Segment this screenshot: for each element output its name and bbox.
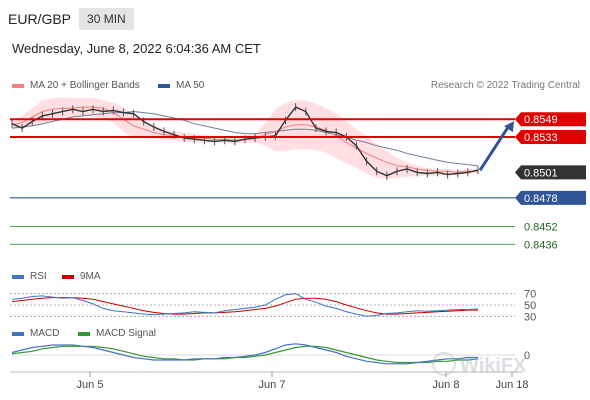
current-price-label: 0.8501 [515, 165, 586, 180]
legend-macd-signal-label: MACD Signal [96, 328, 157, 339]
legend-macd-swatch [12, 331, 24, 336]
projection-arrow [478, 126, 510, 172]
price-tag-shape [515, 165, 586, 180]
price-tag-text: 0.8533 [524, 132, 558, 144]
projection-arrowhead [504, 121, 514, 133]
resistance-label: 0.8533 [515, 129, 586, 144]
legend-rsi-ma-label: 9MA [80, 271, 101, 282]
price-tag-shape [515, 129, 586, 144]
watermark-logo: WikiFX [432, 352, 527, 377]
target-label: 0.8436 [524, 239, 558, 251]
legend-rsi-ma-swatch [62, 274, 74, 279]
rsi-level-label: 70 [524, 289, 536, 301]
research-credit: Research © 2022 Trading Central [430, 80, 580, 91]
header-bar: EUR/GBP 30 MIN [8, 7, 134, 31]
price-tag-shape [515, 112, 586, 127]
legend-ma20-label: MA 20 + Bollinger Bands [30, 80, 140, 91]
symbol-title: EUR/GBP [8, 11, 72, 27]
timeframe-badge[interactable]: 30 MIN [79, 8, 134, 30]
legend-macd-signal: MACD Signal [78, 328, 156, 339]
support-label: 0.8478 [515, 190, 586, 205]
legend-macd-label: MACD [30, 328, 60, 339]
rsi-level-label: 30 [524, 311, 536, 323]
x-tick-label: Jun 5 [77, 379, 104, 391]
price-tag-text: 0.8501 [524, 167, 558, 179]
resistance-label: 0.8549 [515, 112, 586, 127]
chart-date: Wednesday, June 8, 2022 6:04:36 AM CET [12, 41, 261, 56]
legend-rsi-ma: 9MA [62, 271, 101, 282]
legend-rsi: RSI [12, 271, 47, 282]
rsi-level-label: 50 [524, 300, 536, 312]
legend-macd: MACD [12, 328, 59, 339]
legend-rsi-swatch [12, 274, 24, 279]
macd-zero-label: 0 [524, 350, 530, 362]
price-line [11, 106, 479, 177]
legend-ma50-label: MA 50 [176, 80, 205, 91]
price-tag-shape [515, 190, 586, 205]
ma50-line [11, 110, 479, 167]
legend-ma50: MA 50 [158, 80, 204, 91]
rsi-ma-line [11, 297, 478, 315]
legend-ma20: MA 20 + Bollinger Bands [12, 80, 140, 91]
x-tick-label: Jun 18 [495, 379, 528, 391]
legend-ma20-swatch [12, 83, 24, 88]
price-tag-text: 0.8478 [524, 193, 558, 205]
target-label: 0.8452 [524, 222, 558, 234]
macd-line [11, 343, 478, 365]
watermark-icon [432, 352, 456, 376]
legend-ma50-swatch [158, 83, 170, 88]
watermark-text: WikiFX [460, 355, 527, 377]
rsi-line [11, 293, 479, 317]
x-tick-label: Jun 8 [433, 379, 460, 391]
macd-signal-line [11, 345, 479, 364]
price-tag-text: 0.8549 [524, 114, 558, 126]
x-tick-label: Jun 7 [259, 379, 286, 391]
legend-rsi-label: RSI [30, 271, 47, 282]
legend-macd-signal-swatch [78, 331, 90, 336]
